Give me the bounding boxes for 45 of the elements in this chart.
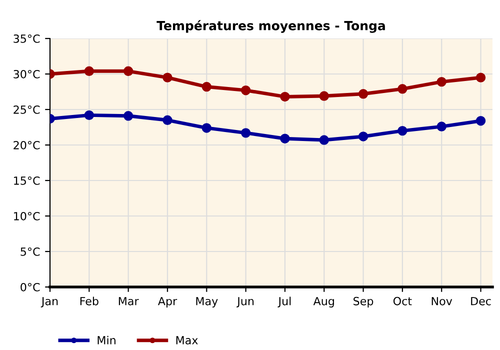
y-tick-label: 10°C: [14, 212, 40, 220]
point: [123, 66, 134, 76]
point: [280, 92, 290, 102]
x-tick-label: Mar: [118, 297, 139, 306]
x-tick-label: Oct: [393, 296, 412, 306]
y-tick-label: 0°C: [20, 282, 40, 292]
x-tick-label: Dec: [471, 297, 491, 306]
point: [162, 72, 172, 82]
legend-label: Max: [176, 336, 198, 344]
point: [84, 66, 94, 76]
x-tick-label: Nov: [432, 297, 452, 306]
point: [123, 111, 134, 121]
point: [202, 82, 212, 92]
point: [476, 116, 486, 126]
point: [358, 132, 368, 142]
y-tick-label: 35°C: [14, 34, 40, 43]
x-tick-label: Sep: [354, 296, 374, 308]
point: [398, 84, 408, 94]
x-tick-label: Jul: [278, 296, 291, 308]
x-tick-label: May: [196, 297, 218, 308]
y-tick-label: 5°C: [20, 247, 40, 256]
point: [280, 134, 290, 144]
x-tick-label: Jan: [40, 297, 58, 308]
y-tick-label: 20°C: [14, 140, 40, 150]
point: [84, 110, 94, 120]
x-tick-label: Aug: [313, 297, 334, 308]
point: [319, 135, 329, 145]
point: [240, 85, 251, 96]
point: [436, 76, 446, 87]
point: [398, 126, 408, 136]
y-tick-label: 15°C: [14, 176, 40, 185]
point: [319, 91, 329, 101]
chart-title: Températures moyennes - Tonga: [156, 20, 385, 33]
point: [240, 128, 251, 138]
y-tick-label: 30°C: [14, 70, 40, 78]
point: [202, 123, 212, 133]
x-tick-label: Jun: [236, 297, 254, 308]
y-tick-label: 25°C: [14, 105, 40, 114]
x-tick-label: Apr: [158, 297, 178, 308]
x-tick-label: Feb: [80, 296, 98, 306]
point: [476, 72, 486, 82]
point: [162, 115, 172, 126]
point: [358, 89, 368, 99]
legend-label: Min: [98, 336, 116, 344]
point: [436, 122, 446, 132]
